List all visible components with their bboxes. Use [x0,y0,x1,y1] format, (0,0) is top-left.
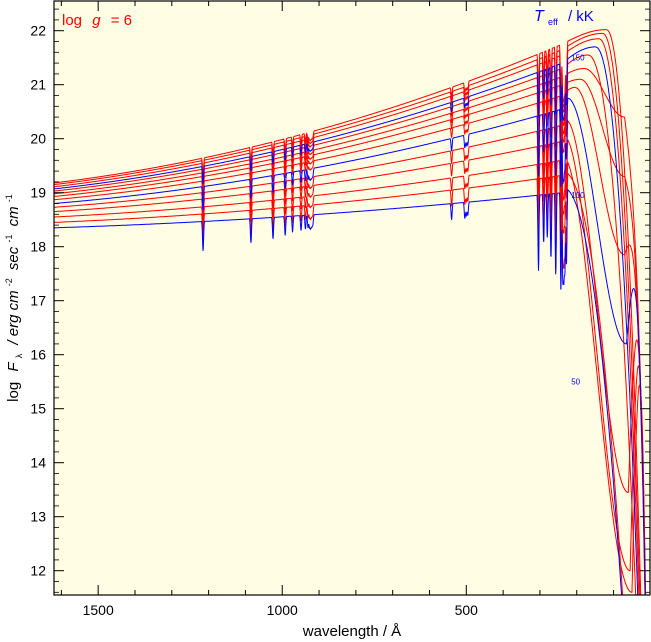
x-tick-label: 500 [455,602,479,618]
y-axis-title: log F λ / erg cm -2 sec -1 cm -1 [0,194,26,402]
series-line-teff-180 [53,29,650,596]
series-line-teff-100 [54,97,650,596]
series-line-teff-140 [53,54,650,596]
y-tick-label: 18 [30,239,46,255]
y-tick-label: 15 [30,401,46,417]
series-line-teff-170 [54,32,650,596]
teff-annotation: T eff / kK [534,8,594,29]
series-line-teff-90 [54,119,650,596]
series-line-teff-50 [54,188,650,596]
svg-text:log F λ / er: log F λ / erg cm -2 sec -1 cm -1 [0,194,26,402]
y-tick-label: 21 [30,77,46,93]
series-line-teff-70 [54,159,650,596]
y-tick-label: 16 [30,347,46,363]
curve-labels: 150 100 50 [571,53,585,386]
y-tick-label: 12 [30,563,46,579]
curve-label-100: 100 [571,191,585,200]
series-line-teff-130 [53,68,650,596]
y-tick-label: 13 [30,509,46,525]
x-axis-title: wavelength / Å [302,623,401,640]
series-line-teff-160 [53,38,650,596]
x-tick-label: 1500 [83,602,114,618]
axis-ticks: 1500 1000 500 12 13 14 15 16 17 18 19 20 21 22 [30,1,650,618]
series-line-teff-120 [54,78,650,596]
curve-label-150: 150 [571,53,585,62]
curve-label-50: 50 [571,377,580,386]
x-tick-label: 1000 [267,602,298,618]
y-tick-label: 22 [30,23,46,39]
log-g-annotation: log g = 6 [62,12,132,29]
series-group [53,29,650,596]
y-tick-label: 17 [30,293,46,309]
y-tick-label: 20 [30,131,46,147]
series-line-teff-150 [54,46,650,596]
series-line-teff-110 [54,86,650,596]
y-tick-label: 14 [30,455,46,471]
plot-frame [53,0,651,596]
series-line-teff-80 [54,139,650,596]
y-tick-label: 19 [30,185,46,201]
